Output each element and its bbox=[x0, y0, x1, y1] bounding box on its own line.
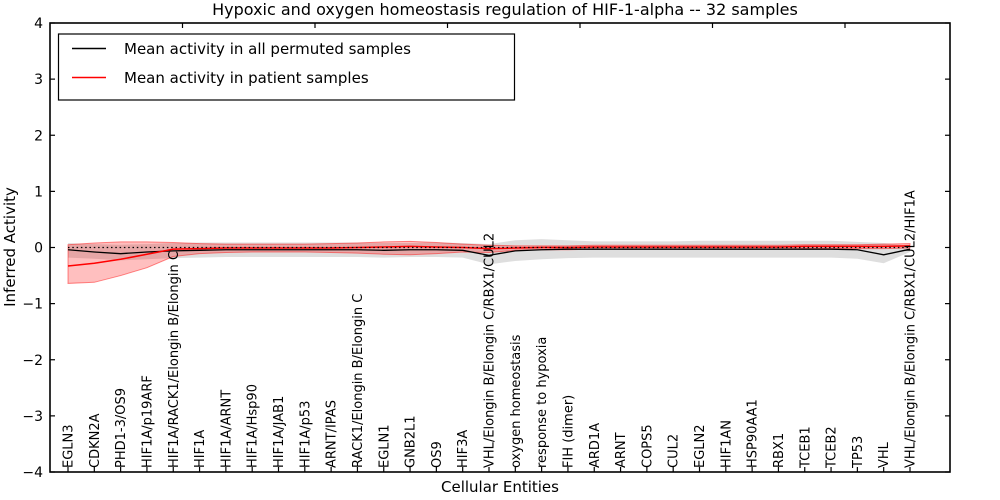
x-tick-label: ARNT bbox=[614, 432, 629, 468]
y-tick-label: −1 bbox=[22, 297, 43, 313]
legend-box bbox=[57, 33, 516, 101]
x-tick-label: CDKN2A bbox=[88, 413, 103, 468]
x-axis-label: Cellular Entities bbox=[441, 478, 559, 496]
y-tick-label: 4 bbox=[34, 16, 43, 32]
x-tick-label: ARD1A bbox=[588, 423, 603, 468]
x-tick-label: EGLN2 bbox=[693, 424, 708, 468]
x-tick-label: HIF1A bbox=[193, 430, 208, 468]
x-tick-labels: EGLN3 CDKN2A PHD1-3/OS9 HIF1A/p19ARF HIF1A/R… bbox=[62, 190, 919, 469]
x-tick-label: TP53 bbox=[851, 436, 866, 469]
x-tick-label: RBX1 bbox=[772, 433, 787, 468]
y-axis-label: Inferred Activity bbox=[1, 187, 19, 307]
x-tick-label: EGLN3 bbox=[62, 424, 77, 468]
x-tick-label: HIF1A/JAB1 bbox=[272, 396, 287, 468]
y-tick-label: −4 bbox=[22, 465, 43, 481]
x-tick-label: OS9 bbox=[430, 441, 445, 468]
y-tick-labels: −4 −3 −2 −1 0 1 2 3 4 bbox=[22, 16, 43, 481]
x-tick-label: HIF1A/p19ARF bbox=[140, 375, 155, 468]
x-tick-label: ARNT/IPAS bbox=[325, 400, 340, 468]
x-tick-label: FIH (dimer) bbox=[561, 395, 576, 468]
chart-title: Hypoxic and oxygen homeostasis regulatio… bbox=[212, 0, 798, 19]
x-tick-label: VHL bbox=[877, 441, 892, 468]
x-tick-label: VHL/Elongin B/Elongin C/RBX1/CUL2 bbox=[483, 233, 498, 468]
y-tick-label: −2 bbox=[22, 353, 43, 369]
x-tick-label: EGLN1 bbox=[377, 424, 392, 468]
patient-band bbox=[67, 240, 911, 284]
legend-label-patient: Mean activity in patient samples bbox=[124, 69, 369, 87]
x-tick-label: HIF1A/RACK1/Elongin B/Elongin C bbox=[167, 251, 182, 468]
x-tick-label: oxygen homeostasis bbox=[509, 334, 524, 468]
x-tick-label: COPS5 bbox=[640, 424, 655, 468]
legend-label-permuted: Mean activity in all permuted samples bbox=[124, 40, 411, 58]
y-tick-label: 2 bbox=[34, 128, 43, 144]
y-tick-label: 1 bbox=[34, 184, 43, 200]
x-tick-label: HIF1A/Hsp90 bbox=[246, 384, 261, 468]
x-tick-label: TCEB1 bbox=[798, 426, 813, 469]
y-tick-label: 0 bbox=[34, 241, 43, 257]
x-tick-label: HIF1A/p53 bbox=[298, 401, 313, 468]
x-tick-label: HSP90AA1 bbox=[746, 399, 761, 468]
x-tick-label: HIF1AN bbox=[719, 420, 734, 468]
x-tick-label: GNB2L1 bbox=[404, 415, 419, 468]
x-tick-label: HIF3A bbox=[456, 430, 471, 468]
y-tick-label: −3 bbox=[22, 409, 43, 425]
plot-border bbox=[49, 22, 951, 473]
y-tick-label: 3 bbox=[34, 72, 43, 88]
x-tick-label: response to hypoxia bbox=[535, 337, 550, 468]
x-tick-label: VHL/Elongin B/Elongin C/RBX1/CUL2/HIF1A bbox=[904, 190, 919, 468]
x-tick-label: TCEB2 bbox=[825, 426, 840, 469]
permuted-mean-line bbox=[67, 248, 911, 257]
legend: Mean activity in all permuted samples Me… bbox=[57, 33, 516, 101]
confidence-bands bbox=[67, 239, 911, 284]
x-tick-label: HIF1A/ARNT bbox=[219, 390, 234, 468]
permuted-band bbox=[68, 239, 910, 265]
x-tick-label: PHD1-3/OS9 bbox=[114, 388, 129, 468]
x-tick-label: RACK1/Elongin B/Elongin C bbox=[351, 294, 366, 468]
x-tick-label: CUL2 bbox=[667, 434, 682, 468]
